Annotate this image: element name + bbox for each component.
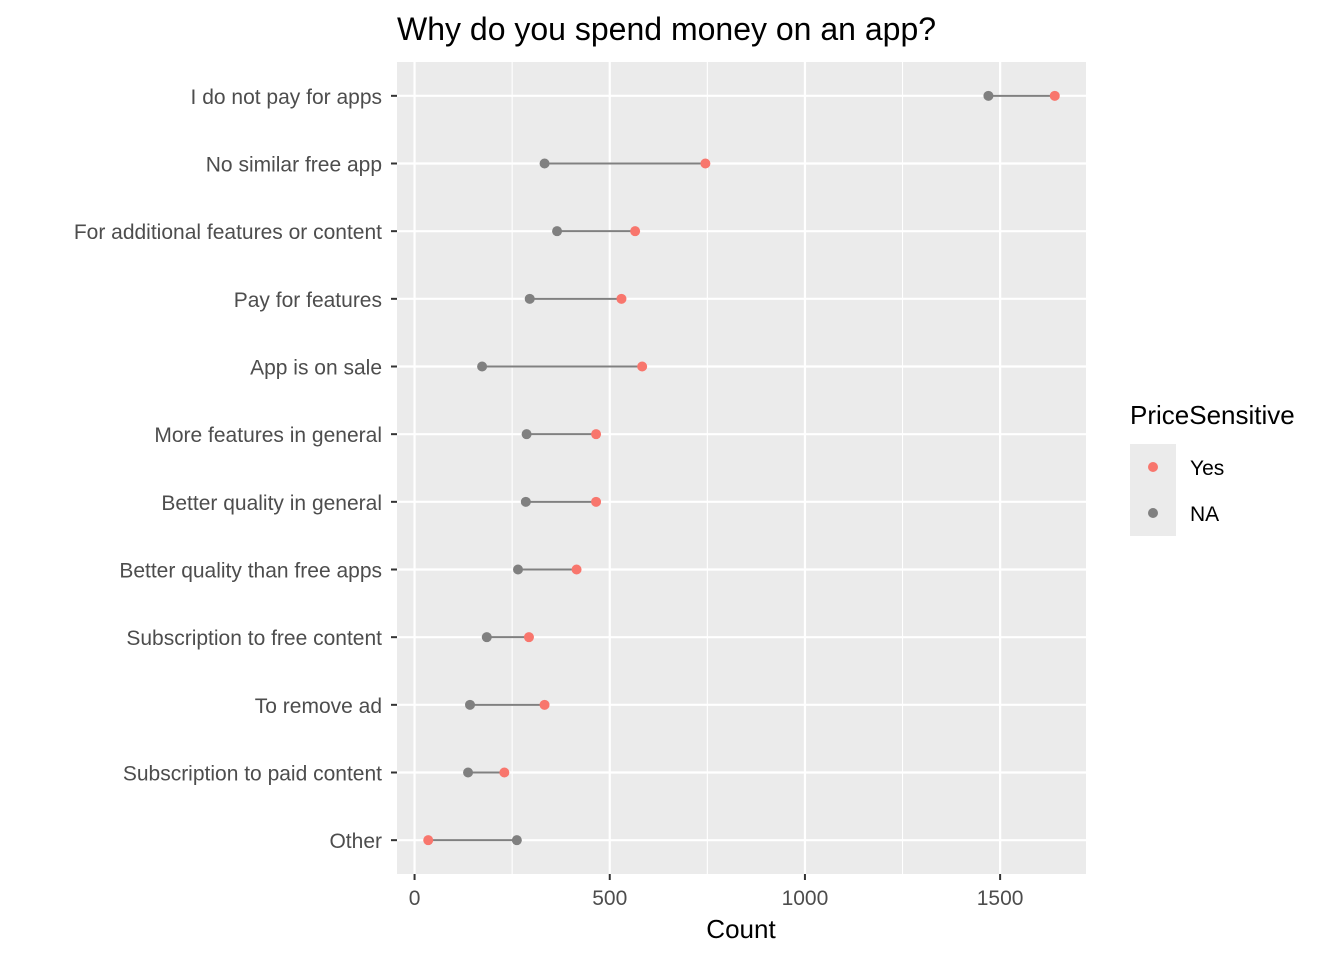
point-na [552,226,563,237]
point-na [477,361,488,372]
point-yes [523,632,534,643]
segments [428,94,1055,842]
point-yes [591,429,602,440]
y-tick-label: I do not pay for apps [191,86,382,109]
point-na [521,429,532,440]
point-na [513,564,524,575]
point-yes [591,496,602,507]
y-tick-label: Subscription to free content [126,627,382,650]
point-yes [499,767,510,778]
y-tick-label: App is on sale [250,357,382,380]
point-yes [539,699,550,710]
y-tick-label: Subscription to paid content [123,763,382,786]
legend-label: NA [1190,503,1219,526]
point-na [481,632,492,643]
y-tick-label: No similar free app [206,154,382,177]
y-tick-label: Other [329,830,382,853]
point-yes [637,361,648,372]
legend-title: PriceSensitive [1130,400,1295,430]
legend-key-na [1148,508,1158,518]
y-tick-label: For additional features or content [74,221,382,244]
y-tick-label: Better quality than free apps [119,560,382,583]
point-yes [700,158,711,169]
y-tick-label: Pay for features [234,289,382,312]
legend-label: Yes [1190,457,1224,480]
x-axis: 0 500 1000 1500 [409,874,1024,910]
x-tick-label: 0 [409,887,421,910]
point-na [520,496,531,507]
point-yes [571,564,582,575]
legend: PriceSensitive Yes NA [1130,400,1295,536]
point-yes [423,835,434,846]
chart-title: Why do you spend money on an app? [397,11,936,47]
x-tick-label: 1500 [977,887,1024,910]
point-yes [1049,90,1060,101]
point-na [511,835,522,846]
y-tick-label: To remove ad [255,695,382,718]
point-yes [630,226,641,237]
y-tick-label: Better quality in general [161,492,382,515]
x-axis-title: Count [706,914,776,944]
x-tick-label: 500 [592,887,627,910]
point-na [464,699,475,710]
legend-key-yes [1148,462,1158,472]
point-na [463,767,474,778]
point-yes [616,293,627,304]
plot-panel [397,62,1086,874]
point-na [983,90,994,101]
y-axis: I do not pay for apps No similar free app… [74,86,397,853]
x-tick-label: 1000 [782,887,829,910]
points [423,90,1060,846]
y-tick-label: More features in general [154,424,382,447]
point-na [539,158,550,169]
point-na [524,293,535,304]
